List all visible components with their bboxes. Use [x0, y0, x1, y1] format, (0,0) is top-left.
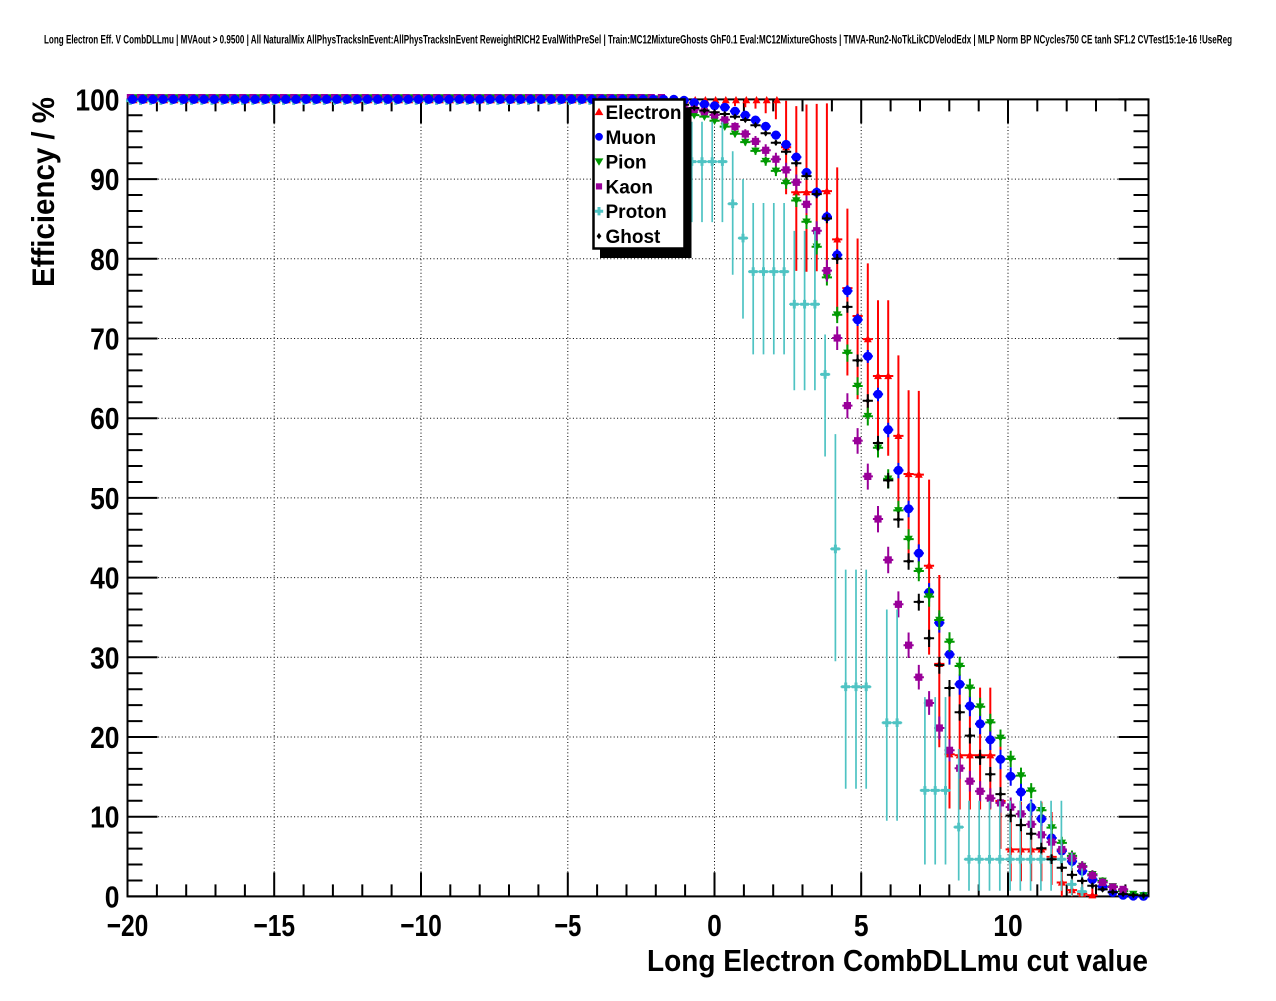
- svg-text:Long Electron CombDLLmu cut va: Long Electron CombDLLmu cut value: [647, 944, 1148, 978]
- svg-text:Pion: Pion: [606, 153, 647, 174]
- svg-text:100: 100: [75, 82, 119, 117]
- svg-text:60: 60: [90, 401, 119, 436]
- svg-text:5: 5: [854, 908, 869, 943]
- svg-text:Long Electron Eff. V CombDLLmu: Long Electron Eff. V CombDLLmu | MVAout …: [44, 35, 1232, 47]
- svg-text:Electron: Electron: [606, 103, 682, 124]
- svg-text:−15: −15: [253, 908, 295, 943]
- svg-text:30: 30: [90, 640, 119, 675]
- svg-text:40: 40: [90, 561, 119, 596]
- svg-text:50: 50: [90, 481, 119, 516]
- svg-text:10: 10: [993, 908, 1022, 943]
- svg-text:0: 0: [105, 879, 120, 914]
- svg-text:Muon: Muon: [606, 128, 657, 149]
- svg-text:0: 0: [707, 908, 722, 943]
- svg-text:Ghost: Ghost: [606, 227, 662, 248]
- svg-text:−5: −5: [554, 908, 581, 943]
- svg-text:−20: −20: [107, 908, 149, 943]
- svg-text:20: 20: [90, 720, 119, 755]
- svg-text:10: 10: [90, 800, 119, 835]
- svg-text:Kaon: Kaon: [606, 177, 654, 198]
- svg-text:Efficiency / %: Efficiency / %: [25, 97, 61, 287]
- svg-text:−10: −10: [400, 908, 442, 943]
- svg-text:80: 80: [90, 242, 119, 277]
- svg-text:70: 70: [90, 322, 119, 357]
- svg-text:Proton: Proton: [606, 202, 667, 223]
- svg-text:90: 90: [90, 162, 119, 197]
